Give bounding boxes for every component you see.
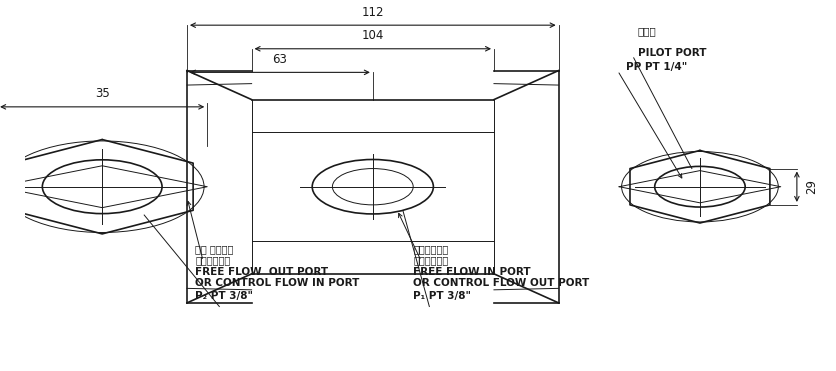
Text: P₂ PT 3/8": P₂ PT 3/8" [195,291,253,301]
Text: PP PT 1/4": PP PT 1/4" [625,62,687,72]
Text: 112: 112 [361,6,384,19]
Text: 35: 35 [94,87,110,100]
Text: OR CONTROL FLOW OUT PORT: OR CONTROL FLOW OUT PORT [413,278,589,288]
Text: PILOT PORT: PILOT PORT [638,48,706,58]
Text: FREE FLOW IN PORT: FREE FLOW IN PORT [413,267,531,278]
Text: P₁ PT 3/8": P₁ PT 3/8" [413,291,472,301]
Text: 自由 油流出口: 自由 油流出口 [195,244,233,254]
Text: OR CONTROL FLOW IN PORT: OR CONTROL FLOW IN PORT [195,278,359,288]
Text: 104: 104 [362,29,384,42]
Text: 控制油流入口: 控制油流入口 [195,255,231,265]
Text: 引導口: 引導口 [638,26,656,36]
Text: 29: 29 [805,179,818,194]
Text: 自由油流入口: 自由油流入口 [413,244,448,254]
Text: 控制油流出口: 控制油流出口 [413,255,448,265]
Text: 63: 63 [273,53,288,66]
Text: FREE FLOW  OUT PORT: FREE FLOW OUT PORT [195,267,329,278]
